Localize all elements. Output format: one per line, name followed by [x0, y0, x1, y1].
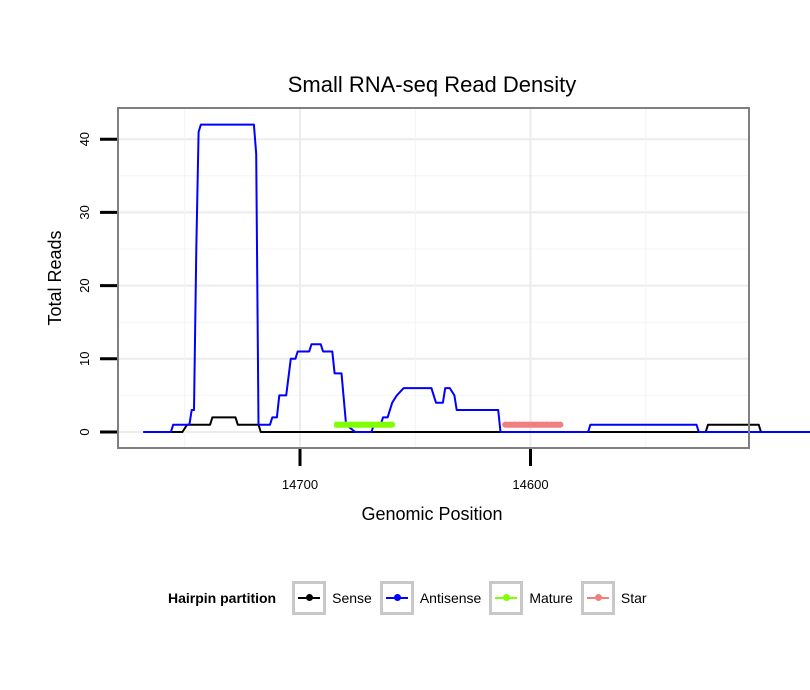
legend-key-antisense	[379, 581, 414, 615]
x-tick-label: 14700	[282, 477, 318, 492]
legend-key-point	[503, 594, 511, 601]
series-mature-point	[347, 421, 354, 428]
series-star-point	[520, 421, 527, 428]
series-mature-point	[361, 421, 368, 428]
series-mature-point	[343, 421, 350, 428]
series-mature-point	[333, 421, 340, 428]
series-star-point	[534, 421, 541, 428]
series-mature-point	[352, 421, 359, 428]
legend-key-point	[594, 594, 602, 601]
series-sense-line	[143, 416, 810, 433]
series-star-point	[543, 421, 550, 428]
series-antisense-line	[143, 123, 810, 433]
y-tick-label: 40	[77, 132, 92, 146]
series-mature-point	[338, 421, 345, 428]
series-star-point	[506, 421, 513, 428]
legend-item-mature: Mature	[489, 581, 573, 615]
legend-key-point	[393, 594, 401, 601]
plot-border	[117, 107, 750, 449]
x-axis-label: Genomic Position	[361, 504, 502, 524]
chart-title: Small RNA-seq Read Density	[288, 72, 577, 97]
series-star-point	[515, 421, 522, 428]
series-mature-point	[370, 421, 377, 428]
legend-label: Star	[620, 590, 647, 606]
x-axis: 14700 14600	[282, 449, 549, 492]
plot-panel	[118, 108, 749, 448]
series-star-point	[552, 421, 559, 428]
legend: Hairpin partition Sense Antisense Mature St…	[168, 578, 655, 618]
series-mature-point	[384, 421, 391, 428]
y-tick-label: 30	[77, 205, 92, 219]
legend-key-mature	[489, 581, 524, 615]
y-tick-label: 0	[77, 428, 92, 435]
series-mature-point	[366, 421, 373, 428]
legend-item-star: Star	[580, 581, 647, 615]
legend-key-sense	[292, 581, 327, 615]
legend-label: Sense	[332, 590, 372, 606]
legend-items: Sense Antisense Mature Star	[292, 581, 654, 615]
series-mature-point	[375, 421, 382, 428]
legend-label: Antisense	[419, 590, 482, 606]
x-tick-label: 14600	[512, 477, 548, 492]
series-star-point	[557, 421, 564, 428]
legend-key-star	[580, 581, 615, 615]
grid	[118, 108, 749, 448]
legend-key-point	[306, 594, 314, 601]
series-star-point	[525, 421, 532, 428]
legend-item-antisense: Antisense	[379, 581, 482, 615]
y-tick-label: 20	[77, 278, 92, 292]
legend-label: Mature	[529, 590, 573, 606]
series-star-point	[502, 421, 509, 428]
series-star-point	[539, 421, 546, 428]
series-layer	[143, 123, 810, 433]
series-mature-point	[356, 421, 363, 428]
series-star-point	[529, 421, 536, 428]
legend-title: Hairpin partition	[168, 590, 277, 606]
series-mature-point	[379, 421, 386, 428]
y-axis-label: Total Reads	[45, 230, 65, 325]
series-star-point	[548, 421, 555, 428]
y-tick-label: 10	[77, 352, 92, 366]
series-star-point	[511, 421, 518, 428]
y-axis: 0 10 20 30 40	[77, 132, 117, 436]
series-mature-point	[389, 421, 396, 428]
legend-item-sense: Sense	[292, 581, 372, 615]
